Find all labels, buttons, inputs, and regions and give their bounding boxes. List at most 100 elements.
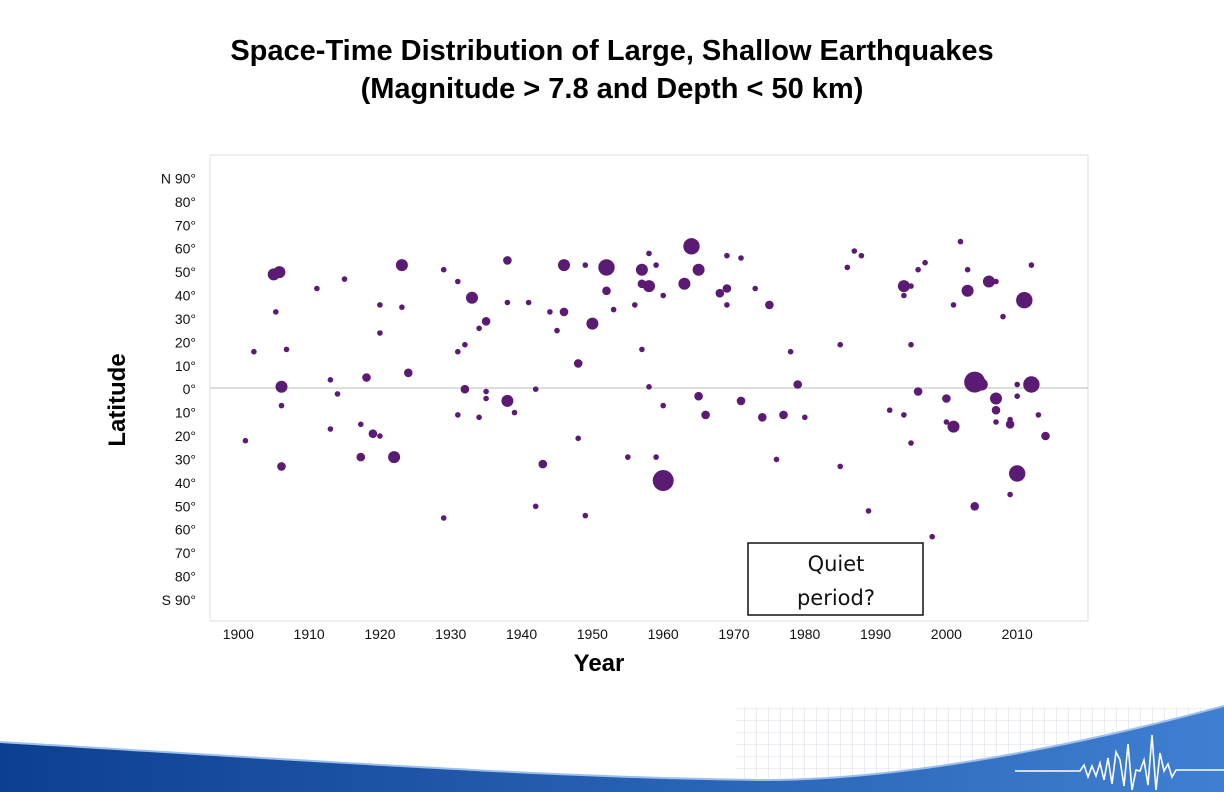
y-axis-label: Latitude xyxy=(104,353,131,446)
earthquake-marker xyxy=(273,266,286,279)
y-tick-label: 40° xyxy=(175,475,196,491)
earthquake-marker xyxy=(646,250,652,257)
earthquake-marker xyxy=(990,392,1002,405)
slide-title-line-1: Space-Time Distribution of Large, Shallo… xyxy=(230,35,994,67)
earthquake-marker xyxy=(362,373,371,382)
x-axis-label: Year xyxy=(574,650,625,677)
x-tick-label: 1950 xyxy=(577,626,608,642)
earthquake-marker xyxy=(773,456,780,463)
y-tick-label: 30° xyxy=(175,311,196,327)
earthquake-marker xyxy=(582,512,589,519)
y-tick-label: 70° xyxy=(175,217,196,233)
x-tick-label: 1910 xyxy=(294,626,325,642)
earthquake-marker xyxy=(460,384,470,394)
earthquake-marker xyxy=(908,440,914,446)
earthquake-marker xyxy=(1009,465,1026,482)
earthquake-marker xyxy=(901,292,907,299)
earthquake-marker xyxy=(455,348,461,355)
footer-decoration xyxy=(0,705,1224,792)
earthquake-marker xyxy=(314,285,320,292)
earthquake-marker xyxy=(1035,412,1042,418)
earthquake-marker xyxy=(758,413,767,422)
y-tick-label: 60° xyxy=(175,522,196,538)
x-tick-label: 1960 xyxy=(648,626,679,642)
earthquake-marker xyxy=(559,307,569,317)
earthquake-marker xyxy=(738,255,744,261)
earthquake-marker xyxy=(701,410,710,420)
earthquake-marker xyxy=(558,259,570,272)
earthquake-marker xyxy=(1041,431,1050,441)
earthquake-marker xyxy=(982,275,995,288)
earthquake-marker xyxy=(462,341,468,348)
earthquake-marker xyxy=(395,259,408,272)
earthquake-marker xyxy=(844,264,851,271)
earthquake-marker xyxy=(368,429,378,439)
seismogram-trace-icon xyxy=(1015,734,1224,791)
earthquake-marker xyxy=(455,412,461,418)
earthquake-marker xyxy=(736,396,746,406)
earthquake-marker xyxy=(341,276,348,282)
earthquake-marker xyxy=(1028,262,1035,268)
earthquake-marker xyxy=(957,238,964,245)
earthquake-marker xyxy=(554,327,560,334)
earthquake-marker xyxy=(950,302,957,308)
earthquake-marker xyxy=(483,388,489,395)
earthquake-marker xyxy=(251,348,257,355)
earthquake-marker xyxy=(1007,491,1013,498)
earthquake-marker xyxy=(660,402,666,409)
x-axis-tick-labels: 1900 1910 1920 1930 1940 1950 1960 1970 1980 1990… xyxy=(223,626,1033,642)
earthquake-marker xyxy=(765,300,774,310)
earthquake-marker xyxy=(793,380,802,389)
earthquake-marker xyxy=(913,387,923,396)
footer-wave xyxy=(0,706,1224,792)
earthquake-marker xyxy=(573,359,583,368)
y-tick-label: S 90° xyxy=(162,592,196,608)
earthquake-marker xyxy=(356,452,366,462)
earthquake-marker xyxy=(752,285,758,292)
earthquake-marker xyxy=(399,304,405,311)
earthquake-marker xyxy=(377,330,383,336)
earthquake-marker xyxy=(653,262,659,268)
earthquake-marker xyxy=(694,391,703,401)
earthquake-marker xyxy=(501,394,514,407)
earthquake-marker xyxy=(886,407,893,414)
earthquake-marker xyxy=(722,284,732,293)
earthquake-marker xyxy=(639,346,645,353)
earthquake-marker xyxy=(586,317,599,330)
earthquake-marker xyxy=(1014,393,1020,400)
y-axis-tick-labels: N 90° 80° 70° 60° 50° 40° 30° 20° 10° 0° 10° 20° 30°… xyxy=(161,170,196,608)
earthquake-marker xyxy=(242,437,249,444)
earthquake-marker xyxy=(643,280,655,293)
earthquake-marker xyxy=(787,348,794,355)
x-tick-label: 1930 xyxy=(435,626,466,642)
earthquake-marker xyxy=(377,302,383,308)
earthquake-marker xyxy=(334,391,341,397)
y-tick-label: 50° xyxy=(175,264,196,280)
y-tick-label: 10° xyxy=(175,405,196,421)
earthquake-marker xyxy=(532,503,539,510)
y-tick-label: 40° xyxy=(175,288,196,304)
earthquake-marker xyxy=(922,259,928,266)
earthquake-marker xyxy=(455,278,461,285)
earthquake-marker xyxy=(602,286,611,296)
earthquake-marker xyxy=(275,380,288,393)
earthquake-marker xyxy=(610,306,617,313)
earthquake-marker xyxy=(575,435,581,442)
earthquake-marker xyxy=(993,419,999,425)
earthquake-marker xyxy=(970,502,979,511)
earthquake-marker xyxy=(908,283,914,289)
earthquake-markers xyxy=(242,238,1050,540)
earthquake-marker xyxy=(358,421,364,428)
earthquake-marker xyxy=(377,433,383,439)
earthquake-marker xyxy=(975,378,988,391)
earthquake-marker xyxy=(947,420,960,433)
earthquake-marker xyxy=(837,341,843,348)
earthquake-marker xyxy=(404,368,413,378)
earthquake-marker xyxy=(277,462,286,471)
earthquake-marker xyxy=(440,266,447,273)
callout-line-1: Quiet xyxy=(808,552,865,576)
y-tick-label: 20° xyxy=(175,334,196,350)
earthquake-marker xyxy=(625,454,631,460)
earthquake-marker xyxy=(503,256,512,265)
x-tick-label: 1990 xyxy=(860,626,891,642)
